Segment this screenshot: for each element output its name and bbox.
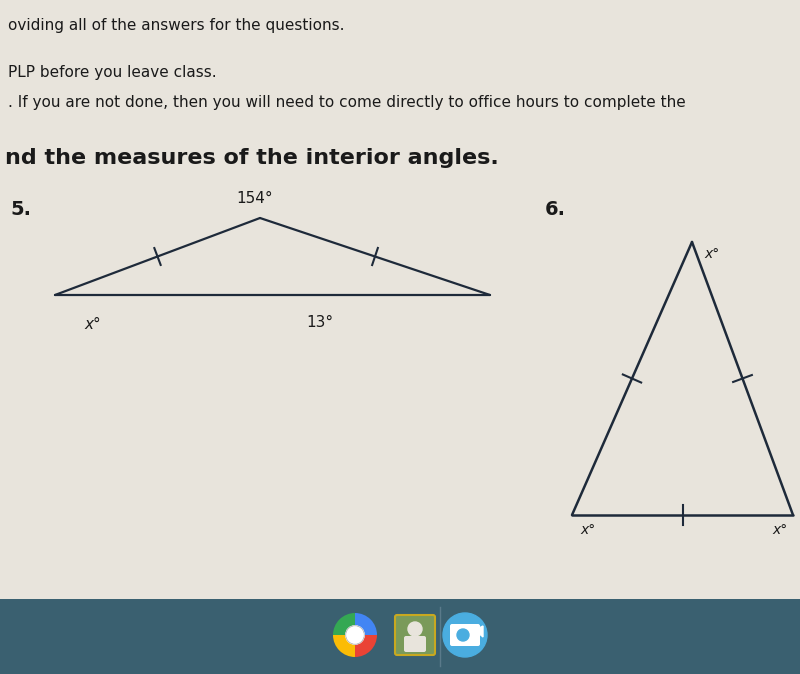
Text: x°: x° — [704, 247, 719, 261]
Text: x°: x° — [85, 317, 102, 332]
Wedge shape — [333, 635, 355, 657]
Wedge shape — [355, 635, 377, 657]
Text: x°: x° — [580, 523, 595, 537]
Circle shape — [408, 622, 422, 636]
Text: 13°: 13° — [306, 315, 334, 330]
FancyBboxPatch shape — [395, 615, 435, 655]
Bar — [0, 599, 800, 674]
FancyBboxPatch shape — [404, 636, 426, 652]
Polygon shape — [475, 626, 483, 637]
Text: nd the measures of the interior angles.: nd the measures of the interior angles. — [5, 148, 498, 168]
Wedge shape — [333, 613, 355, 635]
Text: PLP before you leave class.: PLP before you leave class. — [8, 65, 217, 80]
Text: . If you are not done, then you will need to come directly to office hours to co: . If you are not done, then you will nee… — [8, 95, 686, 110]
Circle shape — [457, 629, 469, 641]
Text: 154°: 154° — [237, 191, 274, 206]
Text: 6.: 6. — [545, 200, 566, 219]
Text: 5.: 5. — [10, 200, 31, 219]
Circle shape — [346, 625, 364, 644]
Circle shape — [443, 613, 487, 657]
Text: x°: x° — [773, 523, 788, 537]
Wedge shape — [355, 613, 377, 635]
Text: oviding all of the answers for the questions.: oviding all of the answers for the quest… — [8, 18, 345, 33]
FancyBboxPatch shape — [450, 624, 480, 646]
